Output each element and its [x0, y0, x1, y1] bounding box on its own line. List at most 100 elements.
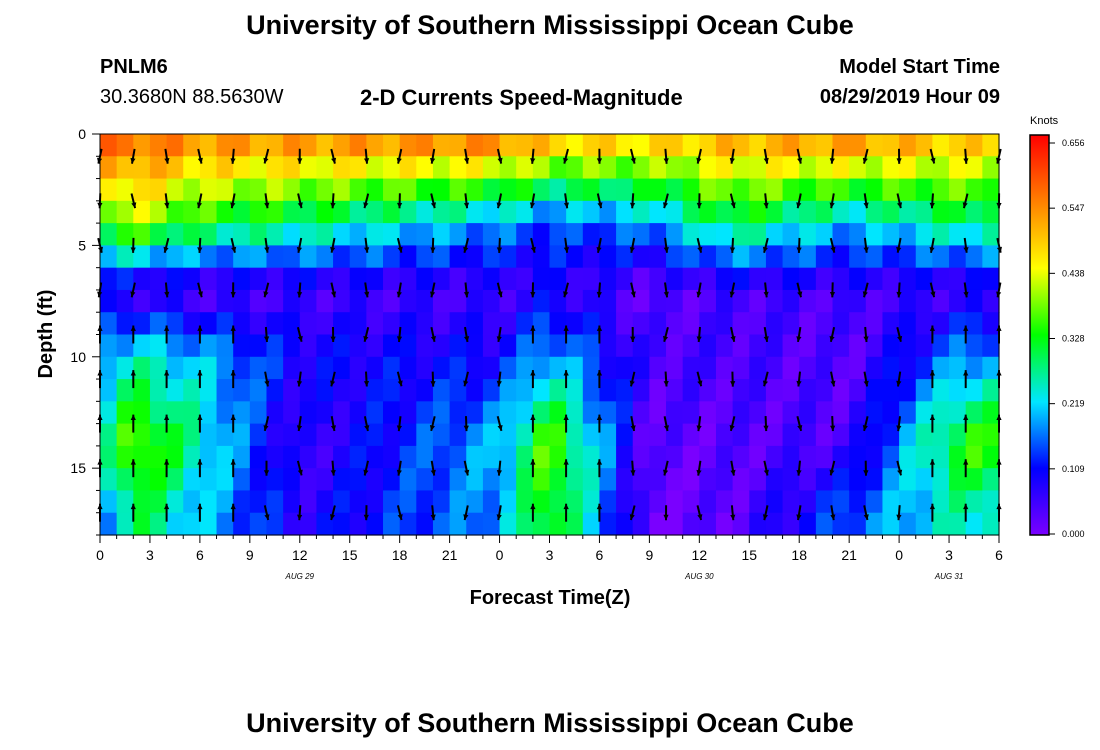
heat-cell: [616, 267, 634, 291]
heat-cell: [616, 512, 634, 536]
heat-cell: [749, 156, 767, 180]
heat-cell: [649, 134, 667, 157]
heat-cell: [266, 423, 284, 447]
heat-cell: [449, 468, 467, 492]
heat-cell: [566, 379, 584, 402]
current-arrow: [663, 326, 669, 343]
current-arrow: [863, 371, 869, 387]
heat-cell: [549, 200, 567, 224]
heat-cell: [432, 200, 451, 224]
heat-cell: [815, 245, 834, 269]
heat-cell: [915, 267, 934, 291]
heat-cell: [333, 379, 351, 402]
x-tick-label: 3: [146, 547, 154, 563]
heat-cell: [199, 223, 218, 246]
current-arrow: [330, 505, 336, 521]
heat-cell: [749, 512, 767, 536]
heat-cell: [882, 312, 900, 336]
speed-heatmap: [100, 134, 1000, 536]
current-arrow: [929, 237, 935, 253]
heat-cell: [233, 423, 251, 447]
current-arrow: [364, 148, 370, 164]
heat-cell: [699, 245, 717, 269]
heat-cell: [649, 334, 667, 358]
x-tick-label: 3: [945, 547, 953, 563]
heat-cell: [499, 490, 517, 514]
heat-cell: [366, 289, 384, 313]
heat-cell: [266, 267, 284, 291]
heat-cell: [666, 401, 684, 425]
heat-cell: [582, 512, 601, 536]
heat-cell: [882, 334, 900, 358]
heat-cell: [982, 356, 1000, 380]
heat-cell: [299, 468, 318, 492]
heat-cell: [499, 200, 517, 224]
heat-cell: [399, 178, 417, 202]
heat-cell: [649, 267, 667, 291]
heat-cell: [982, 334, 1000, 358]
heat-cell: [216, 445, 234, 469]
heat-cell: [965, 289, 983, 313]
heat-cell: [349, 134, 367, 157]
heat-cell: [133, 423, 151, 447]
heat-cell: [632, 445, 650, 469]
heat-cell: [366, 512, 384, 536]
heat-cell: [166, 178, 184, 202]
heat-cell: [266, 289, 284, 313]
heat-cell: [832, 134, 850, 157]
heat-cell: [982, 200, 1000, 224]
heat-cell: [466, 223, 484, 246]
x-tick-label: 12: [292, 547, 308, 563]
heat-cell: [449, 312, 467, 336]
colorbar-tick-label: 0.109: [1062, 464, 1085, 474]
current-arrow: [530, 237, 536, 253]
heat-cell: [249, 134, 268, 157]
heat-cell: [715, 223, 734, 246]
heat-cell: [216, 312, 234, 336]
heat-cell: [183, 490, 201, 514]
heat-cell: [715, 356, 734, 380]
heat-cell: [865, 379, 884, 402]
current-arrow: [763, 416, 769, 432]
heat-cell: [765, 490, 784, 514]
heat-cell: [383, 379, 401, 402]
heat-cell: [399, 134, 417, 157]
current-arrow: [496, 282, 503, 298]
heat-cell: [482, 512, 501, 536]
heat-cell: [882, 512, 900, 536]
heat-cell: [299, 512, 318, 536]
heat-cell: [899, 334, 917, 358]
current-arrow: [563, 282, 569, 298]
heat-cell: [349, 401, 367, 425]
current-arrow: [496, 416, 503, 432]
current-arrow: [629, 505, 636, 521]
date-label: AUG 31: [934, 572, 963, 581]
heat-cell: [649, 445, 667, 469]
heat-cell: [466, 200, 484, 224]
heat-cell: [249, 245, 268, 269]
heat-cell: [949, 156, 967, 180]
heat-cell: [899, 423, 917, 447]
current-arrow: [296, 416, 303, 432]
heat-cell: [432, 245, 451, 269]
heat-cell: [865, 423, 884, 447]
heat-cell: [582, 490, 601, 514]
current-arrow: [264, 193, 270, 209]
heat-cell: [133, 334, 151, 358]
heat-cell: [149, 178, 168, 202]
heat-cell: [299, 200, 318, 224]
heat-cell: [932, 490, 950, 514]
heat-cell: [333, 134, 351, 157]
heat-cell: [366, 223, 384, 246]
heat-cell: [616, 245, 634, 269]
heat-cell: [715, 334, 734, 358]
current-arrow: [596, 503, 603, 522]
heat-cell: [649, 423, 667, 447]
current-arrow: [796, 282, 803, 298]
heat-cell: [732, 356, 750, 380]
heat-cell: [532, 490, 551, 514]
current-arrow: [729, 237, 736, 253]
heat-cell: [915, 156, 934, 180]
heat-cell: [632, 178, 650, 202]
